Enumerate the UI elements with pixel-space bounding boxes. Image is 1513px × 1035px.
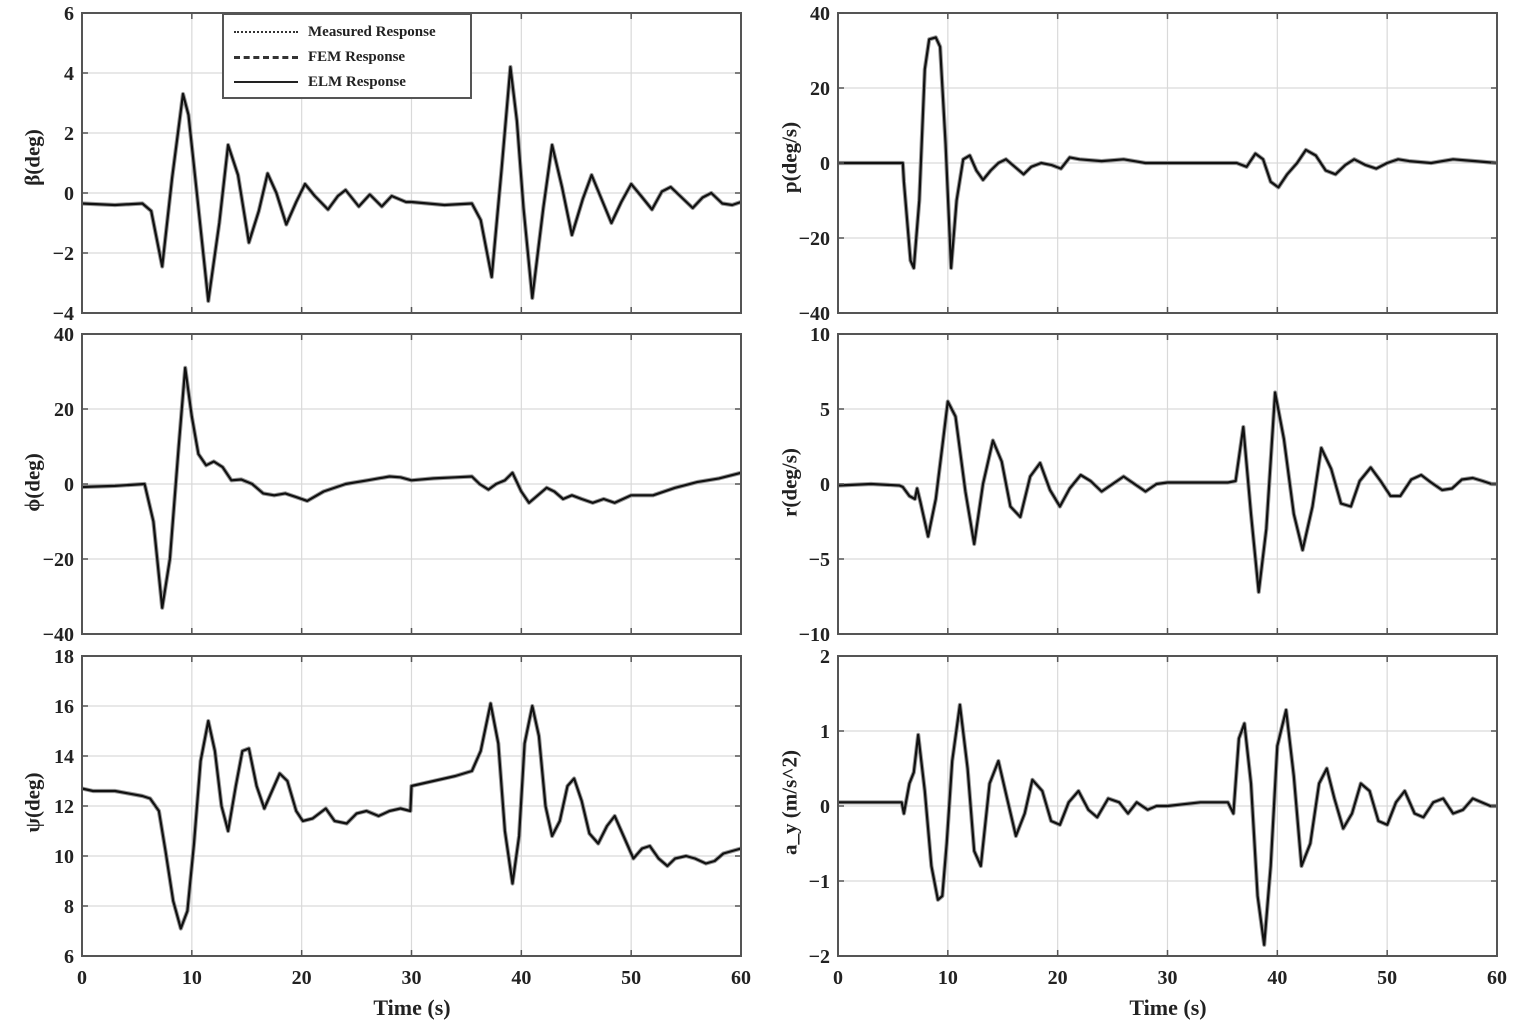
ytick-label: 10 — [810, 324, 830, 346]
ylabel-ay: a_y (m/s^2) — [777, 750, 802, 855]
ytick-label: −4 — [53, 303, 74, 325]
panel-phi: −40 −20 0 20 40 — [43, 324, 742, 646]
ylabel-phi: ϕ(deg) — [20, 453, 45, 512]
dotted-line-icon — [234, 31, 298, 33]
ylabel-p: p(deg/s) — [777, 121, 802, 194]
legend: Measured Response FEM Response ELM Respo… — [222, 13, 472, 99]
xtick-label: 60 — [1487, 967, 1507, 989]
ytick-label: 14 — [54, 746, 74, 768]
xtick-label: 0 — [833, 967, 843, 989]
ytick-label: 16 — [54, 696, 74, 718]
series-line-ay — [838, 703, 1497, 946]
series-line-p — [838, 36, 1498, 270]
series-line-phi — [81, 366, 742, 609]
xtick-label: 30 — [1158, 967, 1178, 989]
ytick-label: 18 — [54, 646, 74, 668]
xtick-label: 50 — [621, 967, 641, 989]
series-line-beta — [81, 65, 742, 303]
ytick-label: 1 — [820, 721, 830, 743]
ytick-label: 40 — [810, 3, 830, 25]
dashdot-line-icon — [234, 55, 298, 59]
ytick-label: 12 — [54, 796, 74, 818]
solid-line-icon — [234, 81, 298, 83]
ytick-label: −40 — [799, 303, 830, 325]
ytick-label: 20 — [54, 399, 74, 421]
ytick-label: 40 — [54, 324, 74, 346]
ytick-label: 20 — [810, 78, 830, 100]
ytick-label: 0 — [820, 796, 830, 818]
xtick-label: 20 — [292, 967, 312, 989]
ytick-label: 10 — [54, 846, 74, 868]
xtick-label: 60 — [731, 967, 751, 989]
xtick-label: 20 — [1048, 967, 1068, 989]
ytick-label: 0 — [64, 183, 74, 205]
ytick-label: −1 — [809, 871, 830, 893]
ytick-label: −40 — [43, 624, 74, 646]
ytick-label: 0 — [820, 474, 830, 496]
panel-r: −10 −5 0 5 10 — [799, 324, 1498, 646]
xlabel-right: Time (s) — [1129, 995, 1207, 1020]
ytick-label: 0 — [820, 153, 830, 175]
legend-item-elm: ELM Response — [234, 70, 406, 94]
ytick-label: 6 — [64, 946, 74, 968]
legend-item-fem: FEM Response — [234, 45, 405, 69]
xtick-label: 0 — [77, 967, 87, 989]
series-line-psi — [81, 702, 742, 930]
ytick-label: −20 — [799, 228, 830, 250]
ytick-label: 5 — [820, 399, 830, 421]
panel-psi: 6 8 10 12 14 16 18 0 10 20 30 40 50 60 — [54, 646, 751, 989]
ytick-label: 8 — [64, 896, 74, 918]
ytick-label: 4 — [64, 63, 74, 85]
ytick-label: 2 — [64, 123, 74, 145]
ytick-label: −5 — [809, 549, 830, 571]
xtick-label: 30 — [402, 967, 422, 989]
xtick-label: 50 — [1377, 967, 1397, 989]
ytick-label: 2 — [820, 646, 830, 668]
legend-item-measured: Measured Response — [234, 20, 436, 44]
xlabel-left: Time (s) — [373, 995, 451, 1020]
xtick-label: 40 — [511, 967, 531, 989]
xtick-label: 10 — [182, 967, 202, 989]
ytick-label: −20 — [43, 549, 74, 571]
ytick-label: −10 — [799, 624, 830, 646]
ylabel-beta: β(deg) — [20, 129, 45, 186]
series-line-r — [837, 391, 1497, 594]
xtick-label: 40 — [1267, 967, 1287, 989]
panel-p: −40 −20 0 20 40 — [799, 3, 1498, 325]
ytick-label: −2 — [809, 946, 830, 968]
ylabel-r: r(deg/s) — [777, 448, 802, 517]
ytick-label: 0 — [64, 474, 74, 496]
ylabel-psi: ψ(deg) — [20, 772, 45, 833]
ytick-label: −2 — [53, 243, 74, 265]
ytick-label: 6 — [64, 3, 74, 25]
xtick-label: 10 — [938, 967, 958, 989]
